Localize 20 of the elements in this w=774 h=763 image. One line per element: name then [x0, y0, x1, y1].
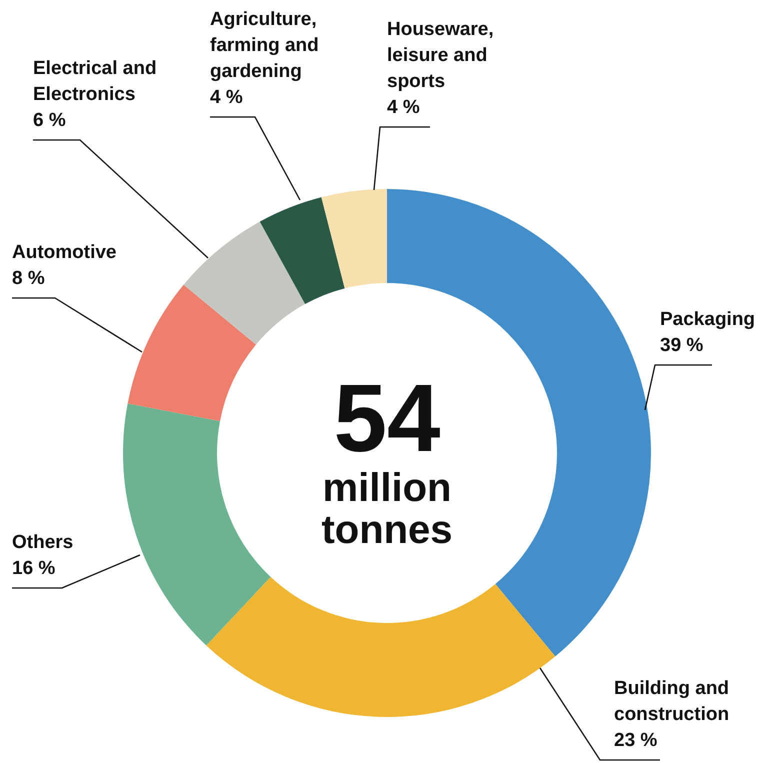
- donut-slice: [260, 197, 345, 304]
- donut-slice: [321, 189, 387, 288]
- donut-slice: [128, 284, 256, 422]
- data-label: 6 %: [33, 110, 66, 131]
- donut-slice: [184, 222, 306, 345]
- slice-label: Agriculture, farming and gardening: [210, 9, 319, 82]
- donut-slice: [124, 404, 271, 646]
- slice-label: Packaging: [660, 309, 756, 330]
- donut-slice: [206, 576, 556, 717]
- data-label: 16 %: [12, 558, 56, 579]
- slice-label: Houseware, leisure and sports: [387, 19, 494, 92]
- data-label: 23 %: [614, 730, 658, 751]
- slice-label: Electrical and Electronics: [33, 58, 157, 105]
- data-label: 8 %: [12, 268, 45, 289]
- data-label: 4 %: [210, 87, 243, 108]
- slice-label: Others: [12, 532, 74, 553]
- slice-label: Building and construction: [614, 678, 730, 725]
- slice-label: Automotive: [12, 242, 116, 263]
- data-label: 4 %: [387, 97, 420, 118]
- data-label: 39 %: [660, 335, 704, 356]
